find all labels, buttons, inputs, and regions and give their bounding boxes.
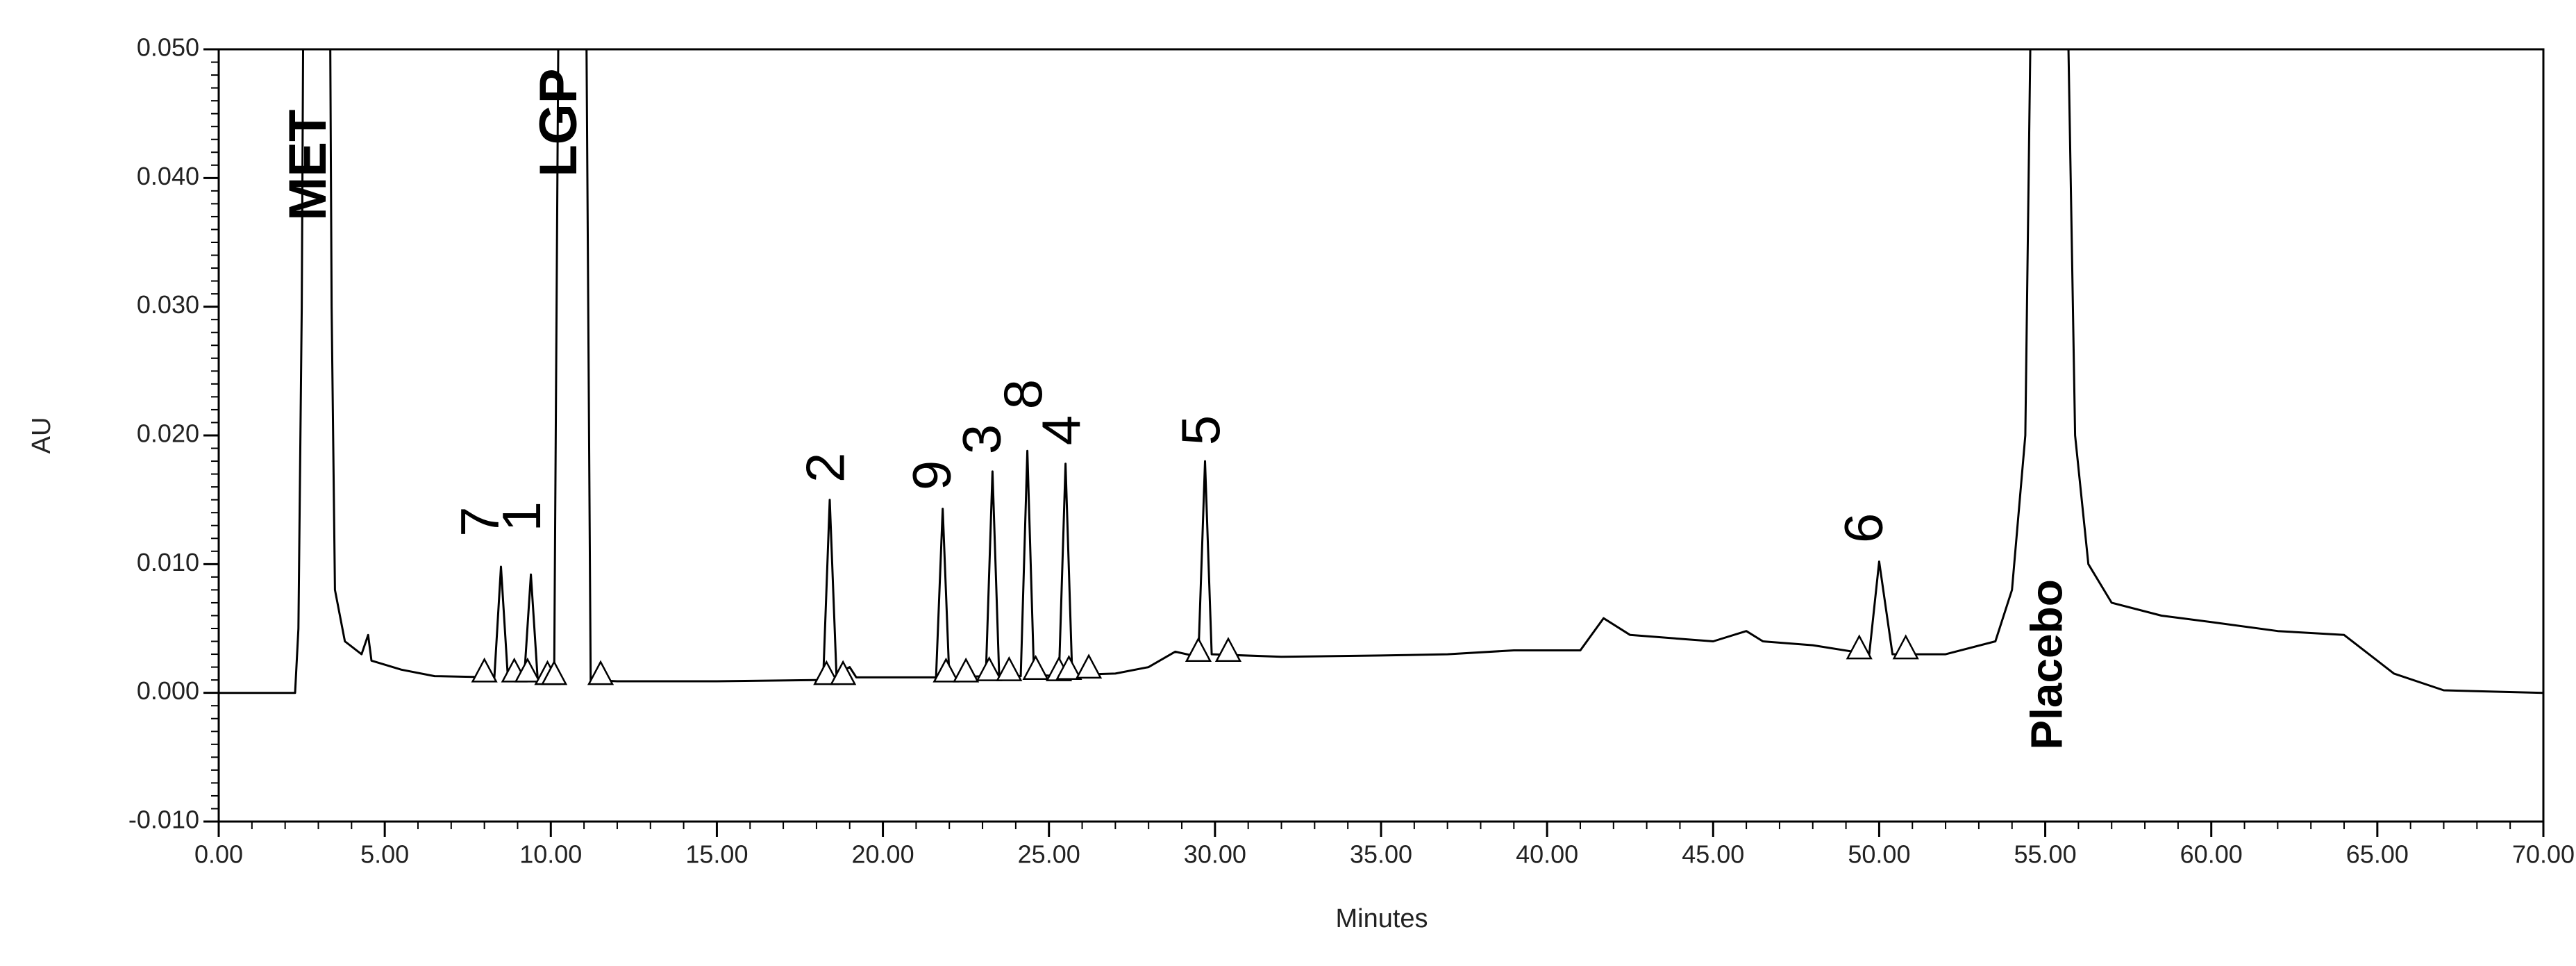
peak-label: 5	[1170, 415, 1231, 445]
peak-label: LGP	[529, 69, 588, 177]
peak-label: Placebo	[2022, 579, 2072, 749]
peak-label: 4	[1030, 415, 1092, 445]
peak-marker	[813, 660, 840, 685]
x-tick-label: 40.00	[1516, 840, 1578, 869]
plot-frame	[217, 48, 2545, 823]
x-tick-label: 65.00	[2346, 840, 2409, 869]
y-tick-label: 0.010	[137, 548, 199, 576]
peak-marker	[1022, 655, 1049, 680]
x-tick-label: 35.00	[1350, 840, 1412, 869]
x-tick-label: 0.00	[194, 840, 243, 869]
x-tick-label: 10.00	[519, 840, 582, 869]
peak-marker	[1214, 637, 1242, 663]
peak-label: 6	[1832, 513, 1893, 543]
plot-area	[219, 49, 2543, 694]
peak-marker	[587, 660, 614, 685]
peak-marker	[1846, 634, 1873, 660]
x-tick-label: 50.00	[1848, 840, 1910, 869]
peak-label: MET	[278, 110, 337, 221]
x-tick-label: 55.00	[2014, 840, 2077, 869]
peak-marker	[976, 656, 1003, 681]
peak-marker	[540, 660, 568, 685]
y-tick-label: 0.020	[137, 419, 199, 448]
x-tick-label: 45.00	[1682, 840, 1744, 869]
peak-marker	[1892, 634, 1919, 660]
peak-label: 3	[951, 424, 1012, 454]
peak-marker	[1185, 637, 1212, 663]
peak-label: 9	[901, 460, 962, 490]
peak-marker	[830, 660, 857, 685]
peak-marker	[932, 657, 960, 683]
peak-marker	[996, 656, 1023, 681]
x-tick-label: 60.00	[2180, 840, 2243, 869]
x-tick-label: 5.00	[360, 840, 409, 869]
peak-label: 8	[992, 379, 1053, 409]
y-tick-label: 0.050	[137, 33, 199, 62]
x-tick-label: 15.00	[685, 840, 748, 869]
x-tick-label: 30.00	[1184, 840, 1246, 869]
peak-marker	[953, 657, 980, 683]
peak-marker	[471, 657, 498, 683]
x-tick-label: 70.00	[2512, 840, 2575, 869]
peak-label: 2	[795, 453, 856, 483]
y-tick-label: 0.030	[137, 290, 199, 319]
y-tick-label: 0.000	[137, 676, 199, 705]
y-axis-title: AU	[27, 417, 56, 454]
y-tick-label: -0.010	[128, 806, 199, 834]
x-axis-title: Minutes	[1335, 904, 1428, 933]
x-tick-label: 25.00	[1018, 840, 1080, 869]
y-tick-label: 0.040	[137, 162, 199, 190]
x-tick-label: 20.00	[852, 840, 914, 869]
peak-label: 7	[449, 506, 510, 536]
peak-marker	[1055, 655, 1082, 680]
peak-marker	[1076, 653, 1103, 679]
peak-label: 1	[491, 501, 552, 531]
peak-marker	[514, 657, 541, 683]
